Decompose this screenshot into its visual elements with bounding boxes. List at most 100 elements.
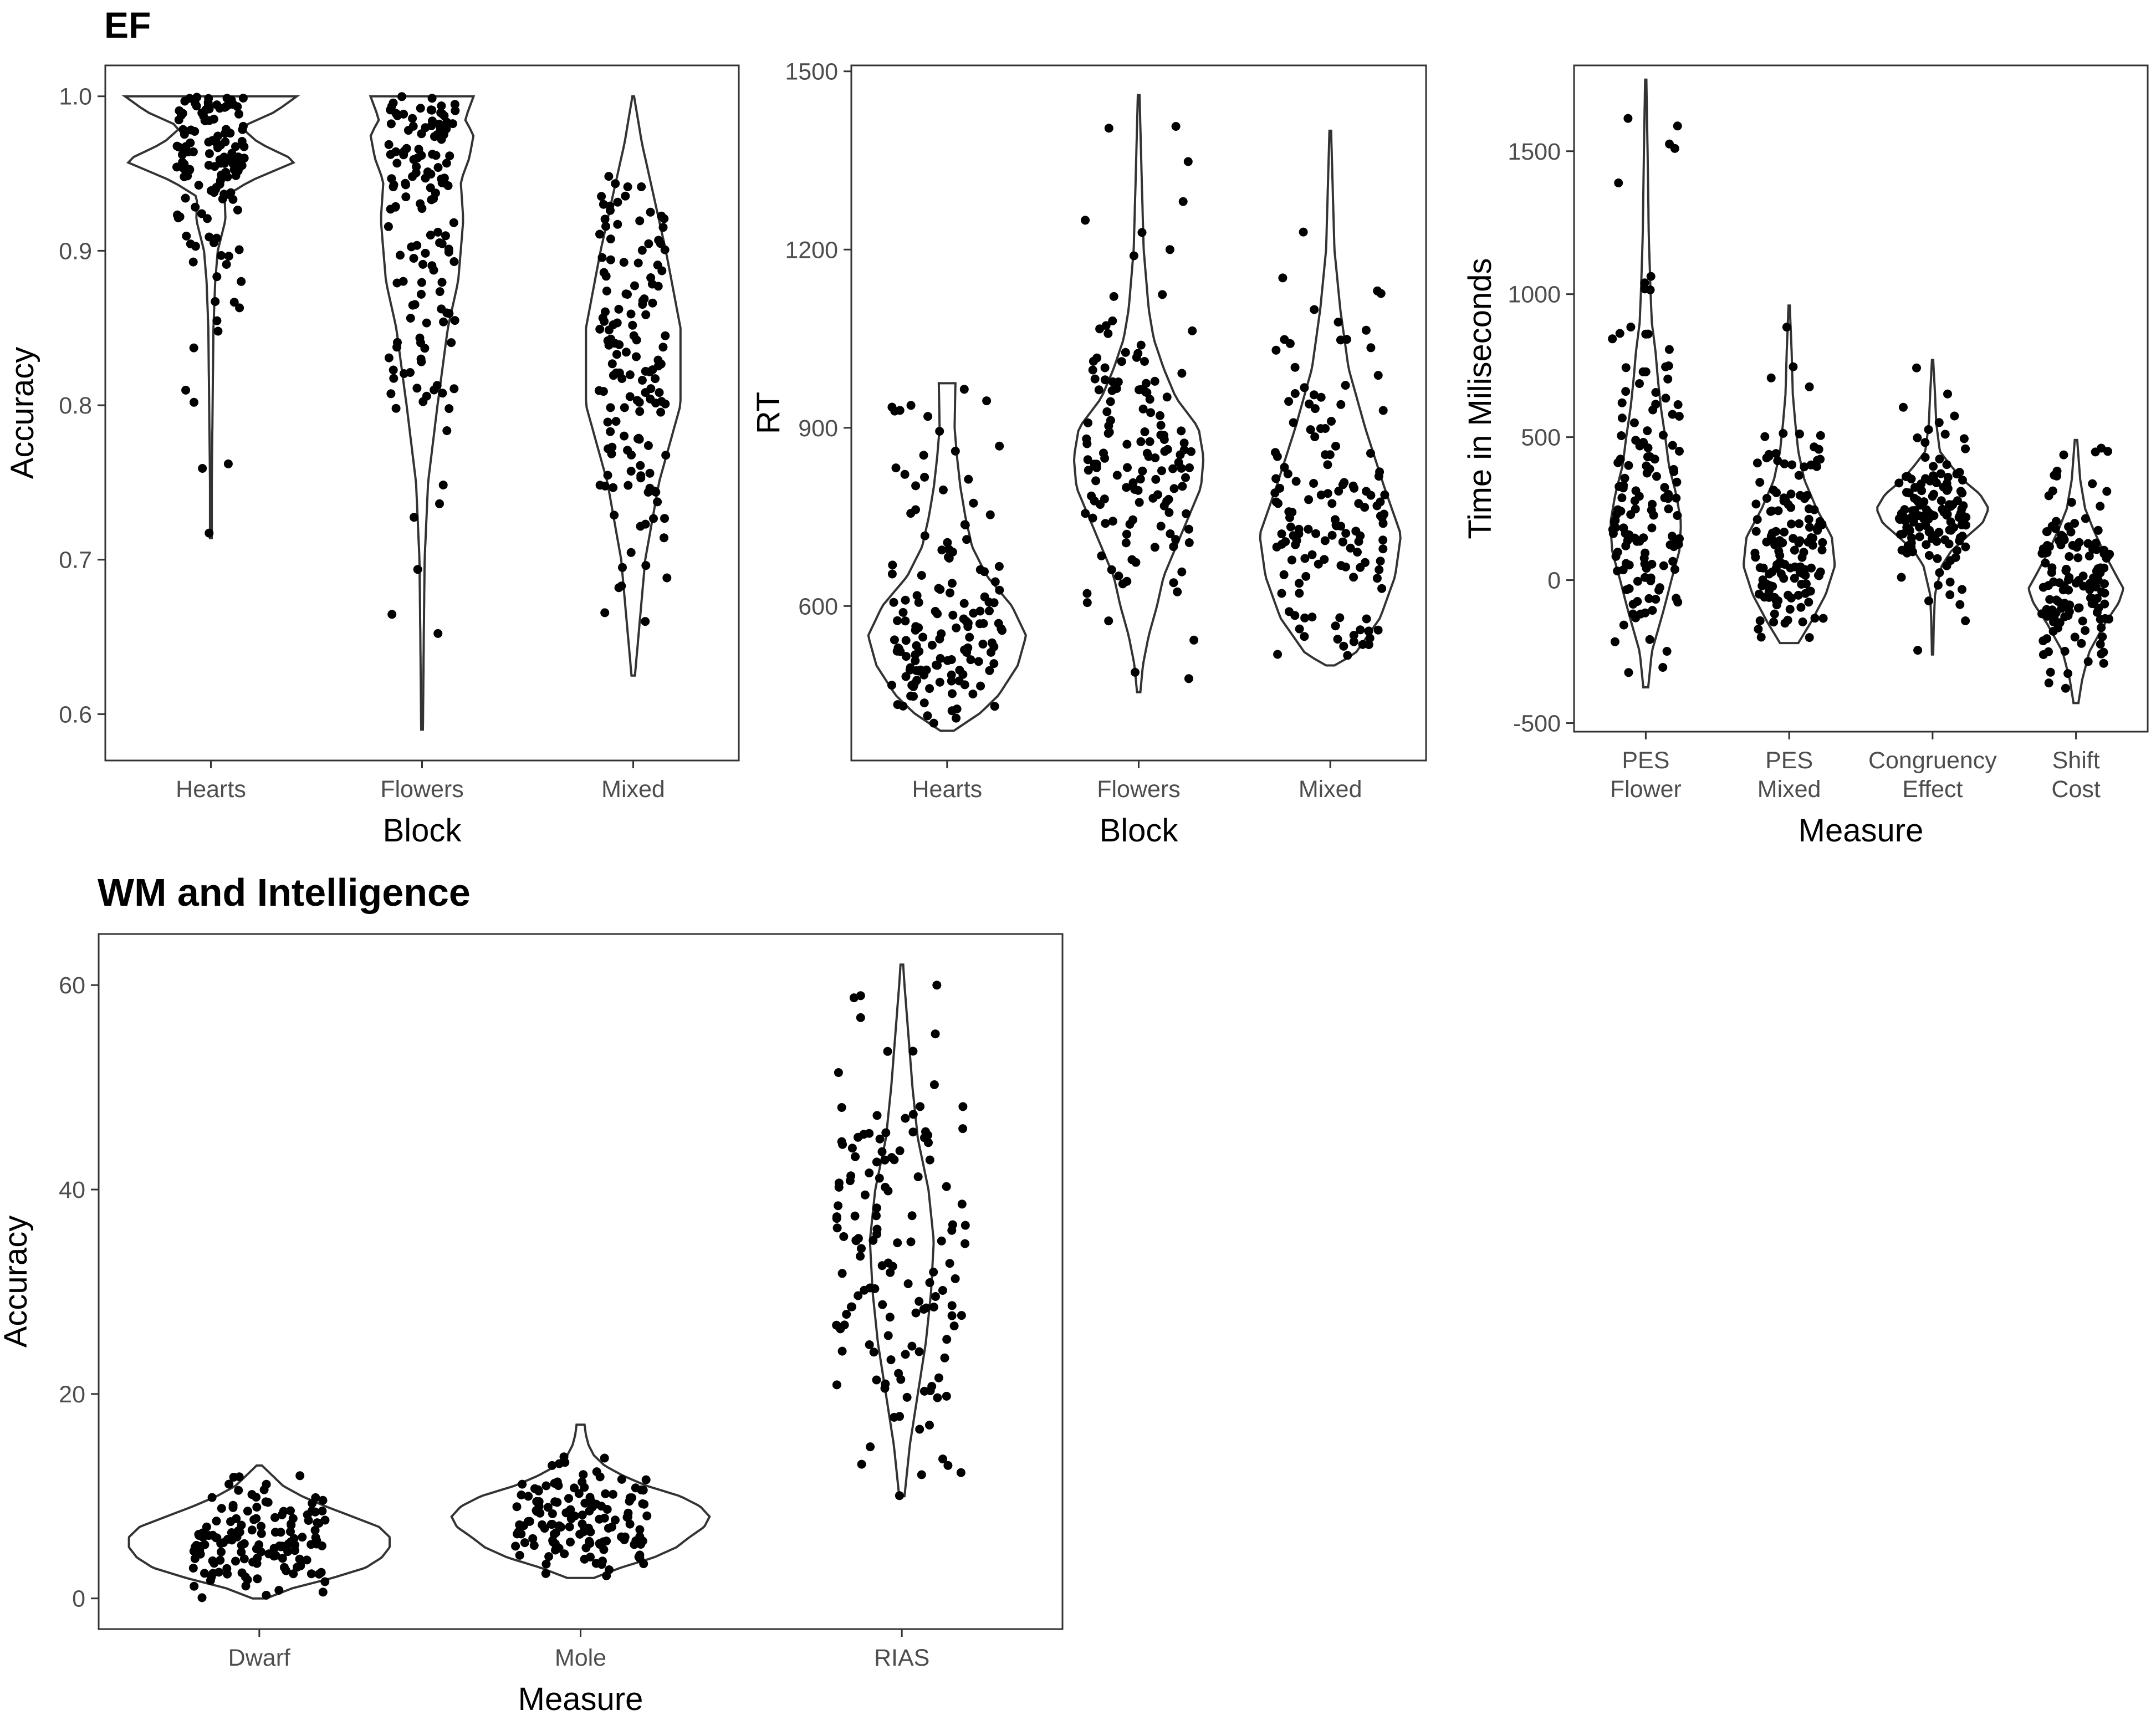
data-point: [237, 1548, 246, 1557]
data-point: [942, 1335, 952, 1344]
data-point: [1755, 478, 1765, 487]
data-point: [1166, 529, 1175, 538]
data-point: [610, 511, 619, 520]
data-point: [929, 718, 938, 728]
data-point: [1795, 519, 1804, 528]
data-point: [957, 1200, 967, 1209]
data-point: [898, 608, 908, 617]
data-point: [564, 1494, 573, 1503]
data-point: [925, 1278, 934, 1287]
data-point: [637, 246, 647, 255]
data-point: [653, 497, 662, 507]
data-point: [401, 178, 410, 188]
data-point: [1339, 641, 1348, 651]
data-point: [1106, 397, 1115, 406]
data-point: [2049, 617, 2058, 626]
data-point: [923, 711, 932, 721]
data-point: [957, 1311, 966, 1320]
data-point: [578, 1510, 587, 1520]
data-point: [856, 1013, 865, 1022]
data-point: [172, 162, 181, 172]
y-tick-label: 1200: [785, 237, 838, 263]
data-point: [1157, 466, 1166, 476]
data-point: [1286, 522, 1295, 532]
data-point: [1933, 554, 1942, 563]
data-point: [648, 298, 657, 308]
data-point: [1674, 412, 1684, 421]
data-point: [1151, 474, 1161, 484]
data-point: [894, 644, 903, 654]
data-point: [603, 336, 612, 345]
data-point: [2085, 552, 2094, 561]
data-point: [933, 1393, 942, 1402]
data-point: [1362, 614, 1371, 624]
data-point: [1913, 497, 1922, 506]
data-point: [896, 1375, 906, 1384]
data-point: [1905, 526, 1914, 535]
data-point: [1163, 445, 1172, 454]
data-point: [1169, 578, 1178, 588]
data-point: [2051, 517, 2061, 526]
data-point: [1929, 471, 1938, 481]
data-point: [995, 585, 1004, 595]
data-point: [994, 562, 1004, 571]
data-point: [1083, 455, 1092, 465]
data-point: [656, 407, 666, 417]
data-point: [228, 195, 238, 204]
data-point: [1366, 491, 1376, 500]
data-point: [888, 1262, 897, 1271]
data-point: [872, 1211, 881, 1221]
data-point: [1082, 598, 1092, 608]
data-point: [947, 579, 957, 588]
data-point: [1802, 579, 1811, 589]
data-point: [1780, 619, 1790, 628]
data-point: [600, 1453, 609, 1463]
data-point: [2096, 568, 2105, 578]
data-point: [1934, 418, 1944, 427]
data-point: [870, 1284, 880, 1293]
data-point: [902, 1392, 912, 1402]
section-title-wm: WM and Intelligence: [98, 871, 471, 914]
data-point: [906, 663, 915, 672]
data-point: [900, 469, 910, 479]
data-point: [312, 1539, 321, 1549]
data-point: [625, 1497, 634, 1506]
data-point: [450, 316, 459, 325]
data-point: [640, 294, 649, 304]
data-point: [1961, 542, 1970, 552]
data-point: [204, 1531, 213, 1540]
data-point: [282, 1566, 291, 1575]
data-point: [391, 202, 400, 212]
data-point: [641, 366, 650, 376]
data-point: [626, 309, 636, 319]
data-point: [1610, 637, 1619, 646]
x-tick-label: Hearts: [176, 776, 246, 803]
violin-0-1: [369, 95, 476, 731]
data-point: [520, 1538, 529, 1548]
data-point: [1100, 375, 1110, 385]
data-point: [1113, 377, 1123, 386]
data-point: [637, 182, 646, 191]
data-point: [1924, 551, 1934, 560]
data-point: [911, 505, 920, 514]
data-point: [1334, 318, 1343, 327]
data-point: [175, 106, 184, 115]
data-point: [982, 396, 992, 406]
data-point: [1159, 501, 1169, 511]
data-point: [397, 92, 406, 101]
data-point: [591, 1559, 601, 1568]
data-point: [2052, 466, 2062, 476]
data-point: [208, 1556, 217, 1565]
data-point: [200, 1569, 209, 1578]
data-point: [916, 1102, 925, 1111]
data-point: [637, 376, 647, 385]
data-point: [847, 1144, 857, 1153]
data-point: [614, 304, 624, 314]
data-point: [878, 1300, 887, 1309]
data-point: [1171, 122, 1181, 131]
data-point: [936, 585, 945, 594]
data-point: [1631, 436, 1641, 445]
data-point: [1090, 460, 1099, 469]
data-point: [2063, 611, 2073, 620]
data-point: [1945, 500, 1954, 509]
